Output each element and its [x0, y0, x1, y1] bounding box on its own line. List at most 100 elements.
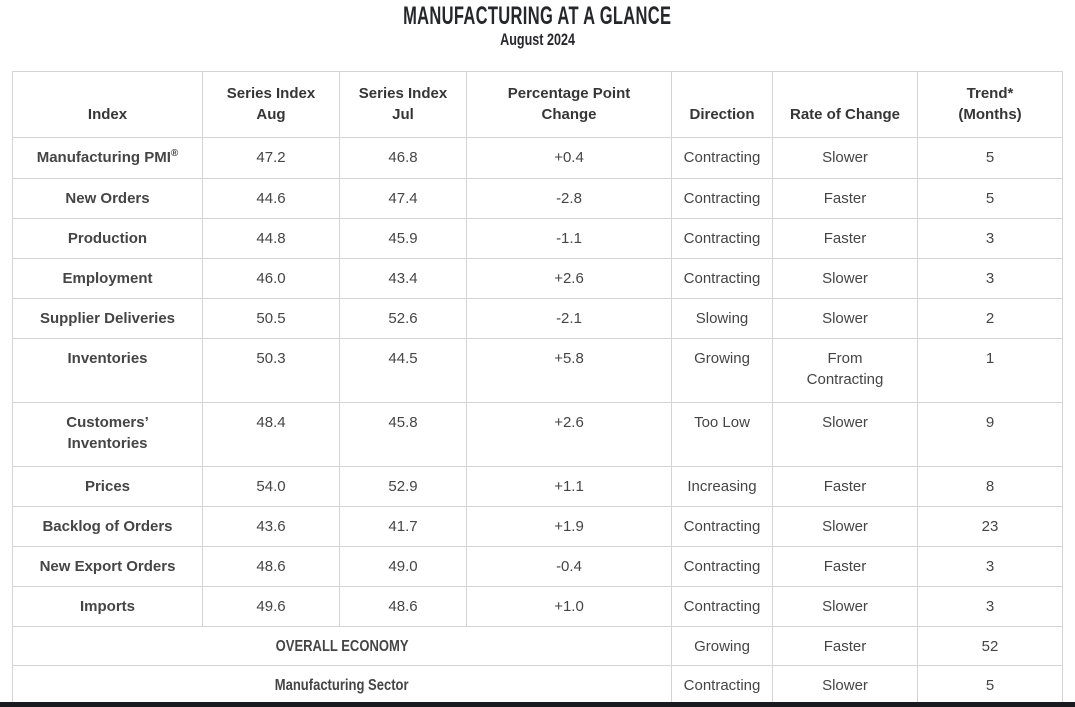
cell-series-aug: 48.6	[202, 546, 340, 587]
cell-rate: Faster	[772, 466, 918, 507]
col-header-direction: Direction	[671, 71, 773, 138]
cell-change: -2.8	[466, 178, 672, 219]
cell-rate: Faster	[772, 218, 918, 259]
row-overall-economy: OVERALL ECONOMY Growing Faster 52	[12, 626, 1063, 666]
cell-series-aug: 54.0	[202, 466, 340, 507]
cell-change: -1.1	[466, 218, 672, 259]
cell-trend: 5	[917, 137, 1063, 179]
cell-series-aug: 50.5	[202, 298, 340, 339]
manufacturing-at-a-glance-table: Index Series Index Aug Series Index Jul …	[12, 71, 1063, 706]
cell-direction: Increasing	[671, 466, 773, 507]
col-header-pct-point-change: Percentage Point Change	[466, 71, 672, 138]
row-imports: Imports 49.6 48.6 +1.0 Contracting Slowe…	[12, 586, 1063, 627]
row-prices: Prices 54.0 52.9 +1.1 Increasing Faster …	[12, 466, 1063, 507]
cell-trend: 23	[917, 506, 1063, 547]
row-production: Production 44.8 45.9 -1.1 Contracting Fa…	[12, 218, 1063, 259]
cell-rate: From Contracting	[772, 338, 918, 403]
col-header-index: Index	[12, 71, 203, 138]
row-label: Inventories	[12, 338, 203, 403]
row-label: Backlog of Orders	[12, 506, 203, 547]
cell-rate: Slower	[772, 665, 918, 706]
summary-label: Manufacturing Sector	[12, 665, 672, 706]
row-label: Employment	[12, 258, 203, 299]
cell-rate: Faster	[772, 626, 918, 666]
row-employment: Employment 46.0 43.4 +2.6 Contracting Sl…	[12, 258, 1063, 299]
cell-change: +5.8	[466, 338, 672, 403]
row-manufacturing-pmi: Manufacturing PMI® 47.2 46.8 +0.4 Contra…	[12, 137, 1063, 179]
bottom-divider-bar	[0, 702, 1075, 707]
cell-series-jul: 52.6	[339, 298, 467, 339]
cell-trend: 5	[917, 665, 1063, 706]
row-label: Supplier Deliveries	[12, 298, 203, 339]
cell-series-jul: 45.8	[339, 402, 467, 467]
cell-series-aug: 44.6	[202, 178, 340, 219]
cell-change: +2.6	[466, 258, 672, 299]
cell-rate: Slower	[772, 298, 918, 339]
cell-trend: 3	[917, 586, 1063, 627]
cell-series-aug: 43.6	[202, 506, 340, 547]
row-label: New Export Orders	[12, 546, 203, 587]
cell-rate: Slower	[772, 137, 918, 179]
cell-series-jul: 48.6	[339, 586, 467, 627]
page-title: MANUFACTURING AT A GLANCE	[403, 2, 672, 30]
cell-trend: 9	[917, 402, 1063, 467]
cell-rate: Slower	[772, 586, 918, 627]
cell-change: -0.4	[466, 546, 672, 587]
cell-direction: Contracting	[671, 137, 773, 179]
cell-trend: 2	[917, 298, 1063, 339]
row-label: Imports	[12, 586, 203, 627]
cell-rate: Faster	[772, 178, 918, 219]
cell-direction: Growing	[671, 626, 773, 666]
col-header-trend-months: Trend* (Months)	[917, 71, 1063, 138]
row-label: Manufacturing PMI®	[12, 137, 203, 179]
row-backlog-of-orders: Backlog of Orders 43.6 41.7 +1.9 Contrac…	[12, 506, 1063, 547]
page-subtitle-wrap: August 2024	[0, 29, 1075, 51]
cell-trend: 3	[917, 218, 1063, 259]
row-label: Production	[12, 218, 203, 259]
cell-series-aug: 44.8	[202, 218, 340, 259]
header-row: Index Series Index Aug Series Index Jul …	[12, 71, 1063, 138]
registered-mark: ®	[170, 148, 179, 159]
col-header-rate-of-change: Rate of Change	[772, 71, 918, 138]
row-supplier-deliveries: Supplier Deliveries 50.5 52.6 -2.1 Slowi…	[12, 298, 1063, 339]
cell-direction: Growing	[671, 338, 773, 403]
cell-change: +1.1	[466, 466, 672, 507]
cell-rate: Slower	[772, 402, 918, 467]
cell-series-jul: 41.7	[339, 506, 467, 547]
cell-series-jul: 43.4	[339, 258, 467, 299]
cell-rate: Slower	[772, 506, 918, 547]
cell-direction: Contracting	[671, 218, 773, 259]
cell-trend: 52	[917, 626, 1063, 666]
cell-trend: 3	[917, 258, 1063, 299]
cell-trend: 1	[917, 338, 1063, 403]
cell-direction: Contracting	[671, 586, 773, 627]
cell-change: -2.1	[466, 298, 672, 339]
cell-trend: 8	[917, 466, 1063, 507]
cell-direction: Contracting	[671, 546, 773, 587]
title-block: MANUFACTURING AT A GLANCE August 2024	[0, 0, 1075, 51]
cell-direction: Contracting	[671, 506, 773, 547]
cell-direction: Contracting	[671, 258, 773, 299]
row-label: Prices	[12, 466, 203, 507]
row-customers-inventories: Customers’ Inventories 48.4 45.8 +2.6 To…	[12, 402, 1063, 467]
row-label: Customers’ Inventories	[12, 402, 203, 467]
cell-series-jul: 46.8	[339, 137, 467, 179]
cell-series-jul: 44.5	[339, 338, 467, 403]
row-label: New Orders	[12, 178, 203, 219]
cell-direction: Contracting	[671, 665, 773, 706]
cell-rate: Slower	[772, 258, 918, 299]
cell-change: +1.9	[466, 506, 672, 547]
row-new-export-orders: New Export Orders 48.6 49.0 -0.4 Contrac…	[12, 546, 1063, 587]
cell-change: +1.0	[466, 586, 672, 627]
cell-series-jul: 49.0	[339, 546, 467, 587]
cell-series-aug: 48.4	[202, 402, 340, 467]
cell-series-aug: 47.2	[202, 137, 340, 179]
col-header-series-aug: Series Index Aug	[202, 71, 340, 138]
cell-trend: 5	[917, 178, 1063, 219]
cell-series-aug: 46.0	[202, 258, 340, 299]
cell-series-jul: 52.9	[339, 466, 467, 507]
cell-series-aug: 50.3	[202, 338, 340, 403]
summary-label: OVERALL ECONOMY	[12, 626, 672, 666]
cell-series-jul: 45.9	[339, 218, 467, 259]
